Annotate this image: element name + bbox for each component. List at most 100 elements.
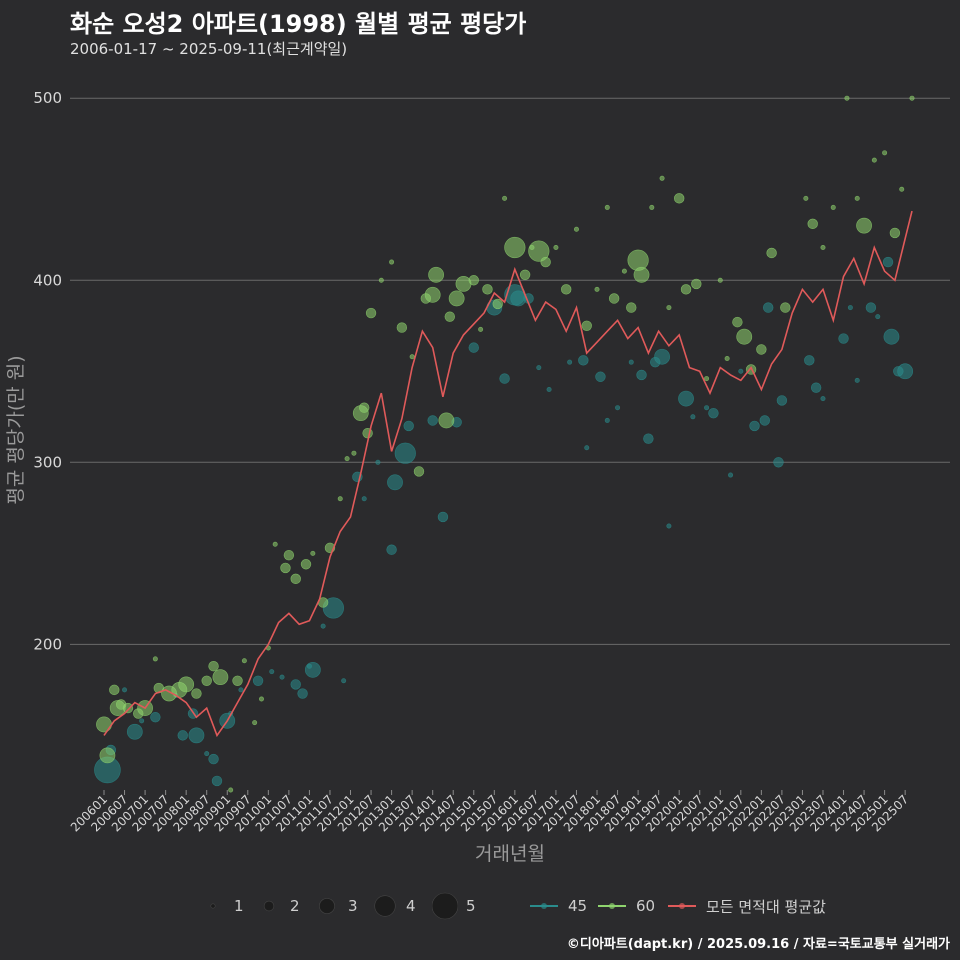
data-point	[856, 217, 872, 234]
x-axis-label: 거래년월	[475, 843, 545, 865]
gridlines	[70, 97, 950, 645]
data-point	[238, 687, 244, 693]
data-point	[780, 302, 791, 313]
legend-label: 모든 면적대 평균값	[706, 897, 826, 916]
data-point	[504, 236, 526, 259]
data-point	[595, 371, 606, 382]
legend-size-item: 4	[372, 888, 416, 924]
data-point	[437, 511, 449, 523]
data-point	[389, 259, 395, 265]
data-point	[875, 314, 881, 320]
data-point	[396, 322, 408, 333]
legend-series-item: 60	[596, 888, 655, 924]
data-point	[659, 175, 665, 181]
legend-size-circle	[263, 900, 275, 912]
data-point	[492, 298, 503, 310]
data-point	[704, 405, 710, 411]
data-point	[897, 363, 914, 380]
legend-size-circle	[319, 898, 335, 914]
data-point	[594, 286, 600, 292]
data-point	[378, 277, 384, 283]
series-45-points	[94, 256, 914, 787]
legend-label: 45	[568, 897, 588, 915]
data-point	[636, 369, 647, 381]
data-point	[344, 456, 350, 462]
data-point	[573, 226, 579, 232]
data-point	[499, 373, 510, 384]
data-point	[909, 95, 915, 101]
legend-size-circle	[432, 892, 458, 920]
y-axis-label: 평균 평당가(만 원)	[5, 355, 27, 504]
data-point	[536, 365, 542, 371]
data-point	[403, 420, 414, 432]
data-point	[561, 284, 572, 295]
data-point	[899, 186, 905, 192]
legend-label: 1	[234, 897, 244, 915]
data-point	[773, 457, 784, 468]
legend-series-key	[530, 903, 558, 909]
data-point	[666, 523, 672, 529]
data-point	[882, 150, 888, 156]
data-point	[478, 326, 484, 332]
data-point	[337, 496, 343, 502]
series-60-points	[96, 95, 915, 793]
data-point	[540, 256, 551, 268]
data-point	[756, 344, 767, 355]
legend: 1 2 3 4 5 45 60 모든 면적대 평균값	[0, 888, 960, 924]
data-point	[152, 656, 158, 662]
data-point	[820, 396, 826, 402]
data-point	[386, 544, 397, 555]
data-point	[502, 195, 508, 201]
data-point	[627, 249, 649, 271]
legend-series-key	[668, 903, 696, 909]
data-point	[427, 415, 438, 426]
data-point	[680, 284, 692, 295]
legend-label: 3	[348, 897, 358, 915]
data-point	[628, 359, 634, 365]
data-point	[704, 376, 710, 382]
legend-series-item: 45	[528, 888, 587, 924]
data-point	[409, 354, 415, 360]
legend-series-key	[598, 903, 626, 909]
data-point	[738, 368, 744, 374]
legend-series-item: 모든 면적대 평균값	[666, 888, 826, 924]
data-point	[290, 573, 301, 585]
data-point	[375, 459, 381, 465]
data-point	[604, 204, 610, 210]
legend-label: 2	[290, 897, 300, 915]
data-point	[666, 305, 672, 311]
data-point	[208, 661, 219, 672]
data-point	[304, 661, 321, 678]
legend-size-item: 3	[314, 888, 358, 924]
data-point	[553, 244, 559, 250]
data-point	[820, 244, 826, 250]
average-price-line	[103, 210, 913, 738]
data-point	[776, 395, 788, 406]
data-point	[394, 442, 416, 464]
data-point	[177, 730, 188, 741]
data-point	[269, 669, 275, 675]
data-point	[297, 688, 308, 699]
legend-label: 60	[636, 897, 656, 915]
data-point	[252, 720, 258, 726]
data-point	[139, 718, 145, 724]
data-point	[228, 787, 234, 793]
data-point	[649, 204, 655, 210]
data-point	[482, 284, 493, 295]
data-point	[126, 723, 143, 740]
data-point	[854, 377, 860, 383]
data-point	[615, 405, 621, 411]
data-point	[691, 278, 702, 290]
data-point	[178, 676, 195, 693]
data-point	[280, 562, 291, 574]
data-point	[581, 320, 592, 331]
data-point	[252, 675, 264, 686]
data-point	[241, 658, 247, 664]
chart-title: 화순 오성2 아파트(1998) 월별 평균 평당가	[70, 10, 527, 38]
data-point	[99, 747, 116, 764]
data-point	[604, 417, 610, 423]
data-point	[854, 195, 860, 201]
legend-label: 4	[406, 897, 416, 915]
data-point	[455, 275, 472, 292]
data-point	[438, 412, 455, 429]
